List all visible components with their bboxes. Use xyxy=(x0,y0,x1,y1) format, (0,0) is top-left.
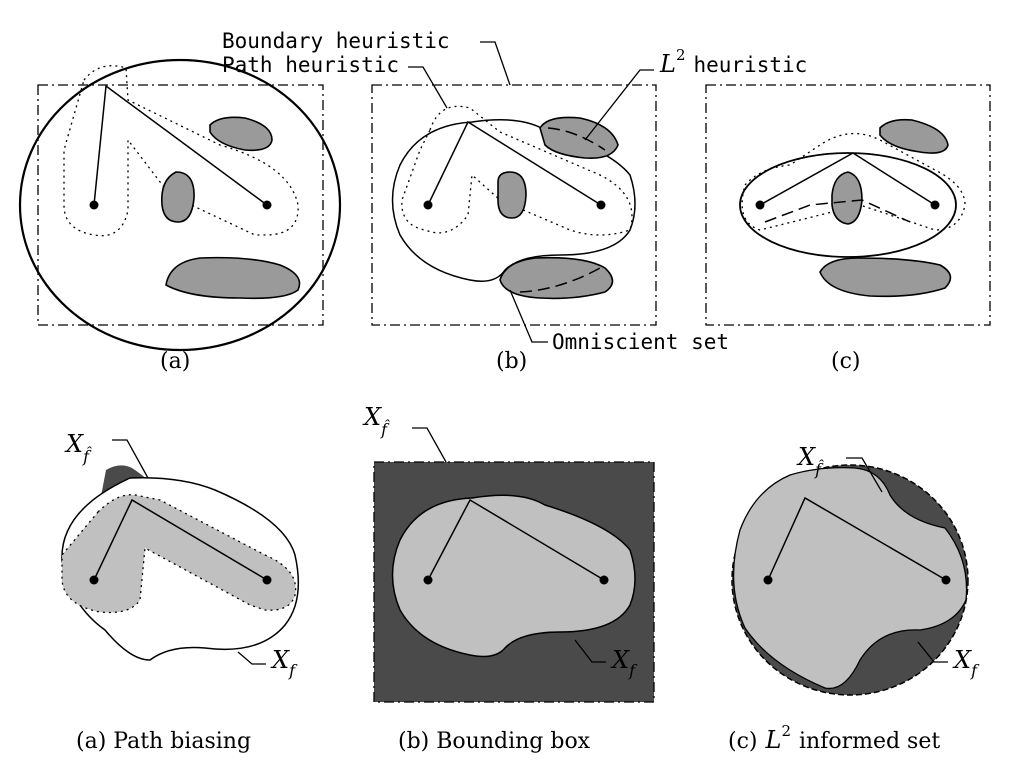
informed-ellipse-a xyxy=(18,58,342,352)
informed-set-bottom-c xyxy=(732,467,968,690)
top-panel-b: (b) xyxy=(371,84,657,374)
caption-top-c: (c) xyxy=(831,349,861,374)
caption-bottom-c: (c) L2 informed set xyxy=(728,722,940,754)
start-point-bottom-b xyxy=(423,575,433,585)
x-f-label-b: Xf xyxy=(610,646,638,680)
informed-set-bottom-b xyxy=(391,494,636,658)
x-fhat-leader-b xyxy=(412,427,447,463)
goal-point-a xyxy=(262,200,272,210)
path-heuristic-region-b xyxy=(401,105,633,236)
top-panel-c: (c) xyxy=(705,84,991,374)
goal-point-bottom-b xyxy=(599,575,609,585)
bounding-box-a xyxy=(37,84,324,326)
caption-top-b: (b) xyxy=(496,349,527,374)
l2-region-b1 xyxy=(547,127,606,151)
x-f-leader-a xyxy=(237,651,266,665)
annotations: Boundary heuristic Path heuristic L2 heur… xyxy=(222,29,807,354)
bottom-panel-a: Xf̂ Xf (a) Path biasing xyxy=(61,430,300,754)
goal-point-b xyxy=(596,200,606,210)
l2-heuristic-label: L2 heuristic xyxy=(659,46,807,78)
top-panel-a: (a) xyxy=(18,58,342,374)
obstacle-b2 xyxy=(497,171,527,219)
x-f-leader-b xyxy=(574,639,606,663)
omniscient-set-label: Omniscient set xyxy=(552,330,729,354)
obstacle-b1 xyxy=(539,116,619,160)
tree-b xyxy=(427,120,602,206)
path-heuristic-label: Path heuristic xyxy=(222,53,399,77)
bounding-box-b xyxy=(371,84,657,326)
obstacle-a1 xyxy=(209,116,273,152)
boundary-heuristic-leader xyxy=(480,41,511,86)
tree-bottom-b xyxy=(427,498,605,581)
obstacle-c3 xyxy=(819,257,952,298)
obstacle-b3 xyxy=(499,256,614,300)
goal-point-bottom-a xyxy=(262,575,272,585)
obstacle-c1 xyxy=(879,118,949,154)
l2-heuristic-leader xyxy=(584,69,654,141)
start-point-bottom-a xyxy=(89,575,99,585)
x-f-leader-c xyxy=(917,641,948,663)
path-heuristic-leader xyxy=(408,66,448,109)
boundary-heuristic-label: Boundary heuristic xyxy=(222,29,450,53)
obstacle-a3 xyxy=(165,256,301,300)
x-f-label-a: Xf xyxy=(270,646,298,680)
start-point-bottom-c xyxy=(763,575,773,585)
start-point-b xyxy=(423,200,433,210)
bottom-panel-c: Xf̂ Xf (c) L2 informed set xyxy=(728,443,980,754)
goal-point-c xyxy=(930,200,940,210)
start-point-c xyxy=(755,200,765,210)
caption-bottom-a: (a) Path biasing xyxy=(76,729,251,754)
caption-bottom-b: (b) Bounding box xyxy=(398,729,591,754)
x-fhat-label-a: Xf̂ xyxy=(64,430,92,466)
x-fhat-leader-a xyxy=(112,439,149,479)
omniscient-set-leader xyxy=(509,289,548,343)
x-fhat-label-b: Xf̂ xyxy=(362,403,390,439)
x-fhat-label-c: Xf̂ xyxy=(796,443,824,479)
tree-bottom-a xyxy=(93,498,268,581)
x-fhat-leader-c xyxy=(846,457,883,493)
start-point-a xyxy=(89,200,99,210)
obstacle-a2 xyxy=(160,171,195,223)
caption-top-a: (a) xyxy=(160,349,190,374)
l2-region-c xyxy=(764,199,911,223)
x-f-label-c: Xf xyxy=(952,646,980,680)
bounding-box-c xyxy=(705,84,991,326)
tree-a xyxy=(93,84,268,206)
informed-ellipse-c xyxy=(739,152,957,258)
goal-point-bottom-c xyxy=(941,575,951,585)
tree-c xyxy=(759,152,936,206)
obstacle-c2 xyxy=(831,171,863,225)
l2-region-b3 xyxy=(519,267,601,293)
bottom-panel-b: Xf̂ Xf (b) Bounding box xyxy=(362,403,655,754)
tree-bottom-c xyxy=(767,496,947,581)
